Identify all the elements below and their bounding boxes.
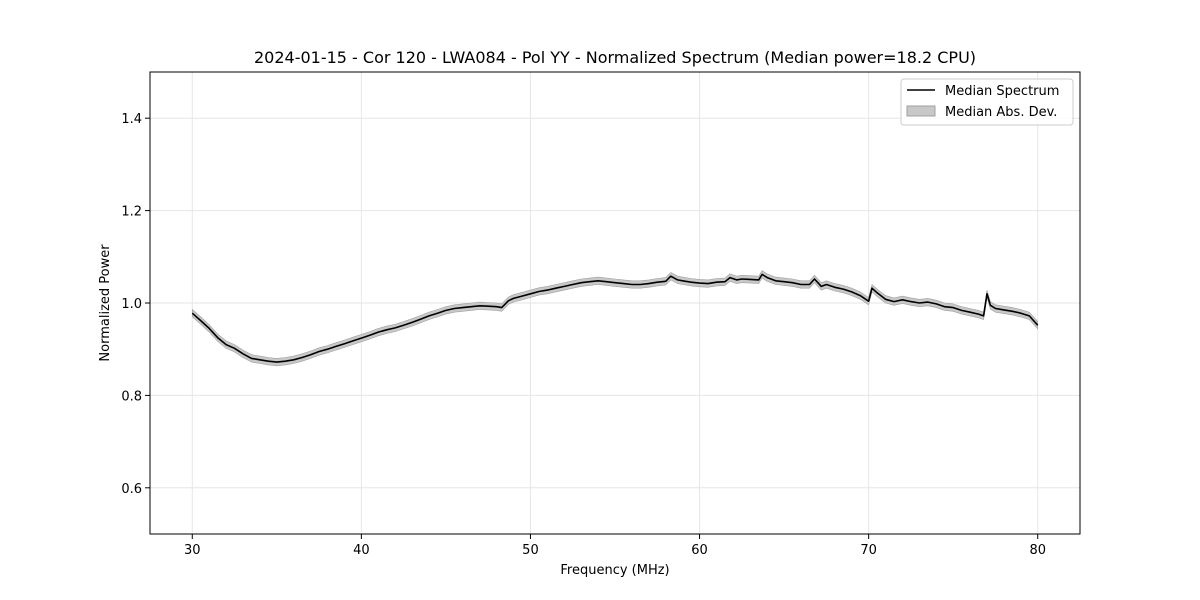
x-tick-label: 60 xyxy=(691,543,708,558)
chart-title: 2024-01-15 - Cor 120 - LWA084 - Pol YY -… xyxy=(254,48,976,67)
y-tick-label: 1.4 xyxy=(121,112,142,127)
x-tick-label: 30 xyxy=(184,543,201,558)
mad-band xyxy=(192,270,1038,367)
legend: Median Spectrum Median Abs. Dev. xyxy=(900,78,1074,126)
x-tick-label: 80 xyxy=(1029,543,1046,558)
x-axis-label: Frequency (MHz) xyxy=(560,563,669,578)
x-tick-label: 40 xyxy=(353,543,370,558)
median-spectrum-line xyxy=(191,273,1039,363)
legend-label-median-abs-dev: Median Abs. Dev. xyxy=(945,105,1057,120)
legend-band-swatch xyxy=(906,105,936,117)
mad-band-group xyxy=(192,270,1038,367)
x-tick-label: 70 xyxy=(860,543,877,558)
axis-ticks: 30 40 50 60 70 80 0.6 0.8 1.0 1.2 1.4 xyxy=(121,112,1046,558)
y-tick-label: 0.8 xyxy=(121,389,142,404)
legend-box xyxy=(900,78,1074,126)
x-tick-label: 50 xyxy=(522,543,539,558)
legend-label-median-spectrum: Median Spectrum xyxy=(945,84,1059,99)
y-tick-label: 0.6 xyxy=(121,482,142,497)
y-axis-label: Normalized Power xyxy=(98,244,113,362)
median-line-group xyxy=(191,273,1039,363)
y-tick-label: 1.0 xyxy=(121,297,142,312)
y-tick-label: 1.2 xyxy=(121,205,142,220)
